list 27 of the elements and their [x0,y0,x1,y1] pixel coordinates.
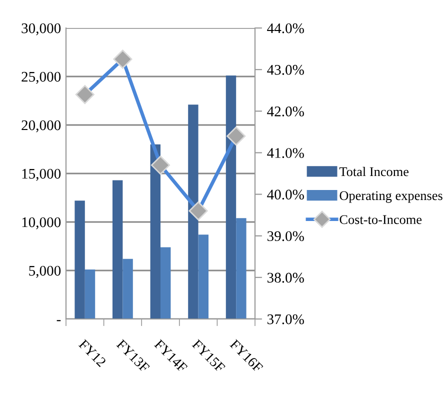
bar [122,258,133,319]
legend-label: Operating expenses [340,191,442,203]
bar [74,200,85,319]
y2-tick-label: 41.0% [267,148,304,158]
y-tick-label: 20,000 [22,120,61,132]
y-tick-label: 25,000 [22,72,61,84]
y2-tick-label: 42.0% [267,106,304,116]
bar [226,76,236,319]
bar [84,270,96,319]
y2-tick-label: 40.0% [267,190,304,200]
bar [188,104,198,319]
y-tick-label: 10,000 [22,217,61,230]
y2-tick-label: 43.0% [267,64,304,75]
bar [198,234,209,319]
bar [160,247,171,319]
bar [112,180,123,319]
y-tick-label: 15,000 [22,168,61,181]
y-tick-label: - [56,320,61,322]
y2-tick-label: 37.0% [268,314,304,324]
bar [236,218,246,319]
y2-tick-label: 38.0% [268,272,304,283]
y2-tick-label: 44.0% [267,23,304,34]
y2-tick-label: 39.0% [268,231,304,242]
legend-label: Total Income [339,166,409,176]
y-tick-label: 5,000 [29,266,61,278]
legend-label: Cost-to-Income [340,215,422,224]
y-tick-label: 30,000 [22,23,61,36]
